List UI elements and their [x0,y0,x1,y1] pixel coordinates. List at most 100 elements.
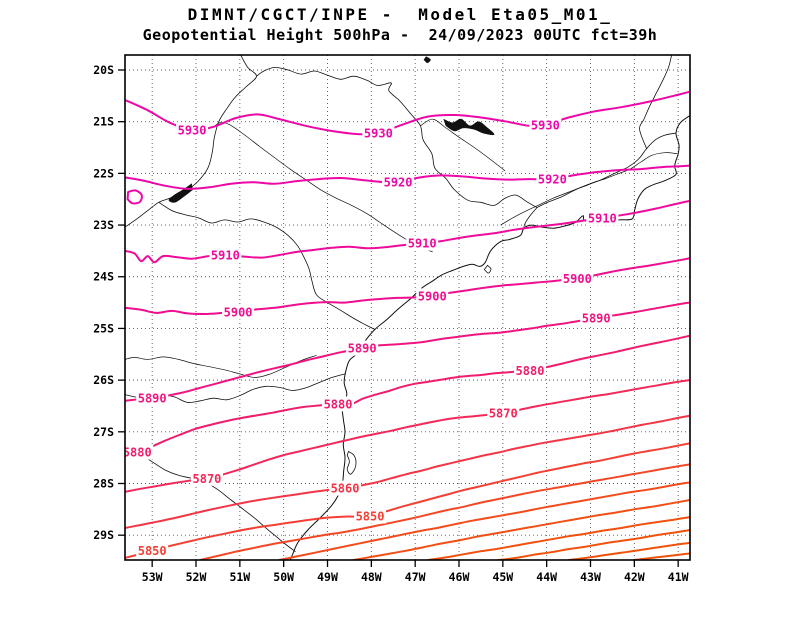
x-axis-tick-label: 51W [229,570,250,584]
state-border [125,55,257,228]
river [213,122,433,253]
contour-label-background [561,270,594,286]
contour-label-5870: 5870 [193,472,222,486]
contour-label-background [580,310,613,326]
contour-label-5860: 5860 [331,482,360,496]
contour-label-5890: 5890 [138,392,167,406]
contour-label-background [529,117,562,133]
contour-label-5910: 5910 [211,249,240,263]
contour-label-background [190,470,223,486]
island-outline [483,264,492,274]
contour-label-5910: 5910 [588,211,617,225]
contour-line-5850 [125,442,690,559]
plot-border [124,54,691,561]
y-axis-tick-label: 28S [93,477,114,491]
contour-label-background [362,125,395,141]
contour-label-5890: 5890 [348,342,377,356]
contour-label-background [329,480,362,496]
island-outline [346,450,357,475]
contour-label-5900: 5900 [418,289,447,303]
contour-line-5800 [497,529,690,560]
x-axis-tick-label: 43W [580,570,601,584]
contour-label-background [222,304,255,320]
contour-line-5820 [352,499,690,560]
title-line-1: DIMNT/CGCT/INPE - Model Eta05_M01_ [187,5,613,24]
contour-label-5930: 5930 [531,118,560,132]
contour-label-5880: 5880 [516,364,545,378]
state-border [639,55,672,149]
contour-line-5880 [125,334,690,459]
state-border [256,66,538,208]
contour-line-5930 [125,90,690,136]
contour-label-background [136,390,169,406]
contour-label-background [322,396,355,412]
contour-label-5900: 5900 [224,305,253,319]
y-axis-tick-label: 20S [93,63,114,77]
river [420,118,506,172]
contour-label-5890: 5890 [582,312,611,326]
x-axis-tick-label: 49W [317,570,338,584]
y-axis-tick-label: 22S [93,166,114,180]
contour-line-5790 [567,541,690,560]
contour-label-background [416,288,449,304]
contour-line-5840 [199,463,690,560]
river [500,152,678,226]
contour-label-background [346,340,379,356]
x-axis-tick-label: 41W [668,570,689,584]
contour-line-5810 [427,516,690,560]
contour-label-background [136,543,169,559]
y-axis-tick-label: 24S [93,270,114,284]
x-axis-tick-label: 44W [536,570,557,584]
x-axis-tick-label: 47W [405,570,426,584]
contour-label-background [176,122,209,138]
contour-label-layer: 5930 5930 5930 5920 5920 5910 5910 5910 5900 5900… [123,117,619,559]
contour-label-5920: 5920 [538,173,567,187]
contour-label-background [406,235,439,251]
contour-label-background [514,362,547,378]
state-border [536,132,677,208]
coastline [289,115,690,560]
river [125,354,317,378]
y-axis-tick-label: 21S [93,115,114,129]
state-border [523,207,538,229]
y-axis-tick-label: 26S [93,373,114,387]
contour-label-background [209,247,242,263]
contour-label-5920: 5920 [384,176,413,190]
geography-layer [125,55,690,560]
y-axis-tick-label: 27S [93,425,114,439]
contour-label-5850: 5850 [356,510,385,524]
contour-line-5780 [633,552,690,560]
contour-line-5860 [125,414,690,529]
contour-line-5910 [125,199,690,264]
y-axis-tick-label: 23S [93,218,114,232]
y-axis-tick-label: 29S [93,528,114,542]
x-axis-tick-label: 52W [186,570,207,584]
y-axis-tick-label: 25S [93,321,114,335]
figure-title-block: DIMNT/CGCT/INPE - Model Eta05_M01_ Geopo… [0,5,800,44]
reservoir [443,118,495,136]
contour-label-background [354,508,387,524]
x-axis-tick-label: 42W [624,570,645,584]
contour-label-5900: 5900 [563,272,592,286]
state-border [125,448,296,553]
title-line-2: Geopotential Height 500hPa - 24/09/2023 … [142,26,658,44]
contour-label-background [487,405,520,421]
contour-line-5830 [278,481,690,560]
contour-label-background [382,174,415,190]
x-axis-tick-label: 50W [273,570,294,584]
contour-label-background [125,444,154,460]
contour-label-5880: 5880 [324,397,353,411]
state-border [158,201,375,330]
contour-label-5850: 5850 [138,544,167,558]
x-axis-tick-label: 46W [449,570,470,584]
x-axis-tick-label: 48W [361,570,382,584]
contour-line-5900 [125,257,690,315]
contour-label-5910: 5910 [408,237,437,251]
x-axis-tick-label: 45W [492,570,513,584]
contour-label-5880: 5880 [123,445,152,459]
reservoir [423,56,431,64]
contour-label-5930: 5930 [364,127,393,141]
contour-label-5930: 5930 [178,123,207,137]
